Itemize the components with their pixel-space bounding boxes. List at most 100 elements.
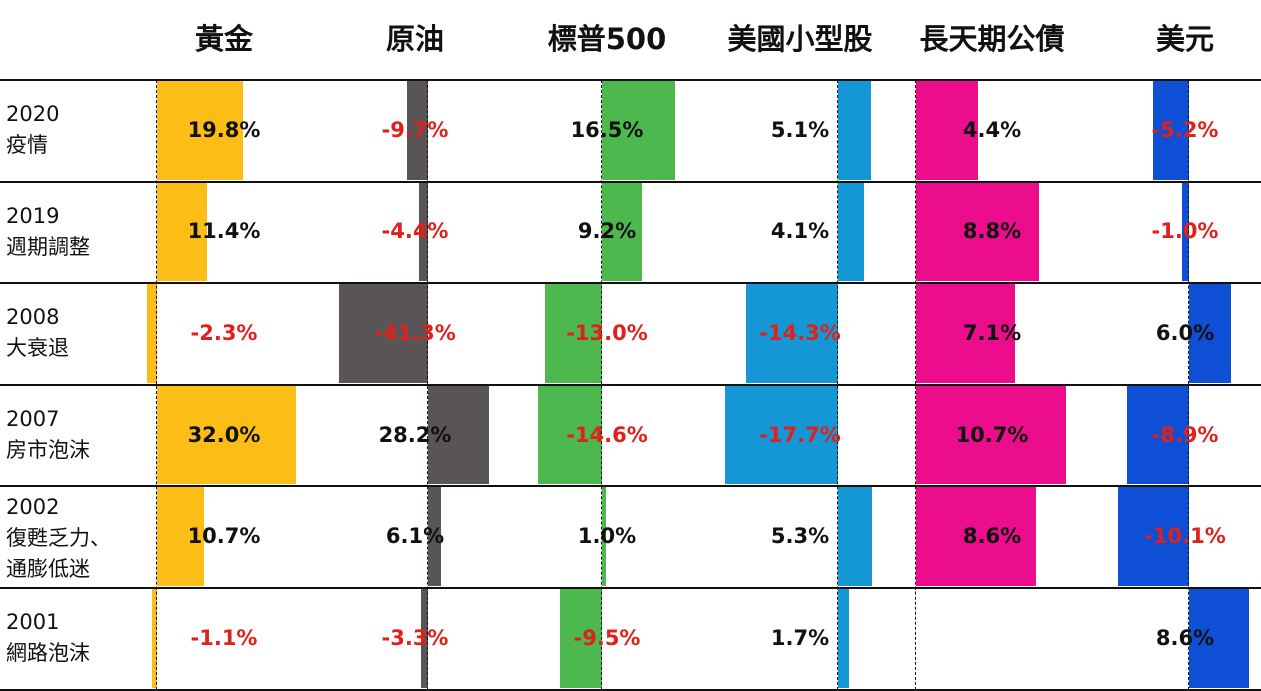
- value-label: 32.0%: [187, 422, 261, 447]
- row-divider: [0, 181, 1261, 183]
- column-header: 原油: [385, 22, 444, 56]
- value-label: 4.1%: [770, 219, 830, 244]
- zero-axis: [915, 80, 916, 690]
- row-year: 2019: [6, 203, 60, 228]
- bar: [1189, 284, 1231, 383]
- row-divider: [0, 384, 1261, 386]
- bar: [916, 81, 978, 180]
- value-label: -13.0%: [566, 321, 648, 345]
- value-label: -14.6%: [566, 422, 648, 447]
- row-year: 2008: [6, 305, 60, 330]
- bar: [916, 182, 1040, 282]
- value-label: -14.3%: [759, 321, 841, 345]
- zero-axis: [1188, 80, 1189, 690]
- value-label: -3.3%: [381, 625, 449, 650]
- value-label: 10.7%: [187, 524, 261, 549]
- value-label: 5.1%: [770, 117, 830, 142]
- row-label: 2002 復甦乏力、 通膨低迷: [6, 492, 111, 585]
- bar: [916, 284, 1016, 383]
- zero-axis: [601, 80, 602, 690]
- bar: [146, 284, 157, 383]
- bar: [602, 81, 675, 180]
- column-header: 美元: [1155, 22, 1214, 56]
- column-header: 美國小型股: [727, 22, 873, 56]
- value-label: 10.7%: [955, 422, 1029, 447]
- value-label: 28.2%: [378, 422, 452, 447]
- zero-axis: [427, 80, 428, 690]
- row-label: 2019 週期調整: [6, 201, 90, 263]
- value-label: 19.8%: [187, 117, 261, 142]
- row-event: 網路泡沫: [6, 641, 90, 665]
- bar: [602, 487, 607, 586]
- row-divider: [0, 587, 1261, 589]
- column-header: 黃金: [194, 22, 253, 56]
- row-year: 2002: [6, 495, 60, 520]
- value-label: 4.4%: [962, 117, 1022, 142]
- value-label: 7.1%: [962, 321, 1022, 345]
- value-label: 8.6%: [1155, 625, 1215, 650]
- value-label: -8.9%: [1151, 422, 1219, 447]
- value-label: -9.7%: [381, 117, 449, 142]
- row-event: 房市泡沫: [6, 437, 90, 462]
- value-label: -9.5%: [573, 625, 641, 650]
- row-divider: [0, 79, 1261, 81]
- bar: [746, 284, 838, 383]
- bar: [407, 81, 428, 180]
- value-label: 9.2%: [577, 219, 637, 244]
- value-label: 16.5%: [570, 117, 644, 142]
- value-label: -17.7%: [759, 422, 841, 447]
- column-header: 標普500: [547, 22, 667, 56]
- bar: [537, 385, 602, 485]
- value-label: -41.3%: [374, 321, 456, 345]
- value-label: -2.3%: [190, 321, 258, 345]
- bar: [544, 284, 602, 383]
- bar: [916, 487, 1037, 586]
- value-label: -1.1%: [190, 625, 258, 650]
- row-event: 疫情: [6, 133, 48, 157]
- row-event: 週期調整: [6, 234, 90, 259]
- bar: [1182, 182, 1189, 282]
- row-divider: [0, 282, 1261, 284]
- row-event: 復甦乏力、 通膨低迷: [6, 526, 111, 582]
- bar: [838, 81, 871, 180]
- bar: [838, 182, 865, 282]
- bar: [838, 589, 849, 688]
- bar: [1152, 81, 1189, 180]
- row-year: 2020: [6, 102, 60, 126]
- bar: [418, 182, 428, 282]
- bar: [420, 589, 428, 688]
- row-divider: [0, 485, 1261, 487]
- value-label: 1.7%: [770, 625, 830, 650]
- zero-axis: [837, 80, 838, 690]
- value-label: 1.0%: [577, 524, 637, 549]
- bar: [838, 487, 872, 586]
- zero-axis: [156, 80, 157, 690]
- bar: [428, 385, 489, 485]
- row-year: 2007: [6, 406, 60, 431]
- column-header: 長天期公債: [919, 22, 1065, 56]
- value-label: -5.2%: [1151, 117, 1219, 142]
- bar: [157, 385, 297, 485]
- bar: [157, 81, 244, 180]
- bar: [339, 284, 428, 383]
- row-event: 大衰退: [6, 336, 69, 361]
- value-label: -4.4%: [381, 219, 449, 244]
- bar: [157, 487, 204, 586]
- value-label: 5.3%: [770, 524, 830, 549]
- value-label: 8.8%: [962, 219, 1022, 244]
- row-label: 2008 大衰退: [6, 302, 69, 364]
- bar: [724, 385, 838, 485]
- bar: [560, 589, 602, 688]
- bar: [1189, 589, 1250, 688]
- bar: [157, 182, 207, 282]
- bar: [1126, 385, 1189, 485]
- value-label: -1.0%: [1151, 219, 1219, 244]
- row-label: 2001 網路泡沫: [6, 607, 90, 669]
- value-label: 8.6%: [962, 524, 1022, 549]
- row-year: 2001: [6, 610, 60, 634]
- bar: [916, 385, 1066, 485]
- row-label: 2020 疫情: [6, 99, 59, 161]
- value-label: -10.1%: [1144, 524, 1226, 549]
- value-label: 11.4%: [187, 219, 261, 244]
